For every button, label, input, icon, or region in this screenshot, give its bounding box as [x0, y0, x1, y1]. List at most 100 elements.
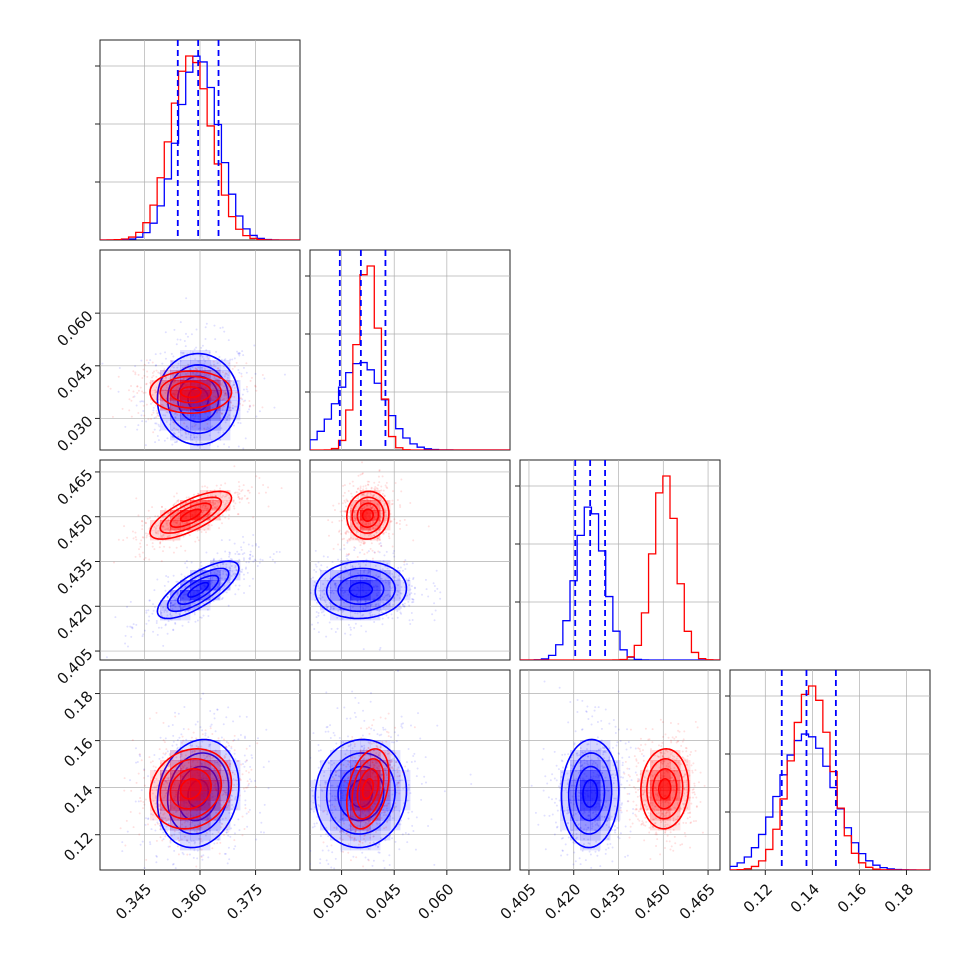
sample-point	[405, 578, 408, 581]
density-cell	[200, 750, 211, 761]
sample-point	[233, 507, 236, 510]
sample-point	[404, 559, 407, 562]
sample-point	[130, 626, 133, 629]
sample-point	[211, 384, 214, 387]
density-cell	[160, 400, 171, 411]
sample-point	[381, 568, 384, 571]
sample-point	[195, 869, 197, 870]
sample-point	[317, 796, 320, 799]
sample-point	[121, 841, 124, 844]
sample-point	[366, 493, 369, 496]
sample-point	[383, 504, 386, 507]
density-cell	[190, 800, 201, 811]
sample-point	[252, 404, 255, 407]
sample-point	[236, 491, 239, 494]
density-cell	[380, 600, 391, 611]
sample-point	[211, 596, 214, 599]
sample-point	[172, 629, 175, 632]
sample-point	[222, 780, 225, 783]
sample-point	[371, 578, 374, 581]
sample-point	[427, 525, 430, 528]
sample-point	[231, 558, 234, 561]
sample-point	[376, 539, 379, 542]
sample-point	[365, 577, 368, 580]
sample-point	[364, 568, 367, 571]
sample-point	[237, 369, 240, 372]
sample-point	[160, 626, 163, 629]
panel-frame	[309, 249, 511, 451]
sample-point	[326, 566, 329, 569]
sample-point	[212, 559, 215, 562]
sample-point	[179, 608, 182, 611]
sample-point	[241, 815, 244, 818]
sample-point	[117, 538, 120, 541]
sample-point	[181, 764, 184, 767]
sample-point	[383, 502, 386, 505]
sample-point	[212, 503, 215, 506]
density-cell	[200, 350, 211, 361]
sample-point	[405, 524, 408, 527]
sample-point	[352, 484, 355, 487]
sample-point	[159, 828, 162, 831]
sample-point	[196, 720, 199, 723]
sample-point	[238, 715, 241, 718]
sample-point	[242, 559, 245, 562]
sample-point	[137, 800, 140, 803]
sample-point	[366, 494, 369, 497]
sample-point	[199, 840, 202, 843]
sample-point	[128, 409, 131, 412]
sample-point	[378, 538, 381, 541]
sample-point	[334, 582, 337, 585]
sample-point	[228, 566, 231, 569]
sample-point	[223, 495, 226, 498]
sample-point	[197, 823, 200, 826]
sample-point	[301, 594, 303, 596]
sample-point	[225, 500, 228, 503]
sample-point	[397, 823, 400, 826]
density-cell	[380, 520, 391, 531]
sample-point	[210, 382, 213, 385]
sample-point	[166, 830, 169, 833]
sample-point	[248, 808, 251, 811]
density-cell	[160, 410, 171, 421]
sample-point	[223, 756, 226, 759]
sample-point	[405, 563, 408, 566]
sample-point	[237, 496, 240, 499]
sample-point	[172, 773, 175, 776]
sample-point	[185, 409, 188, 412]
sample-point	[436, 587, 439, 590]
sample-point	[170, 775, 173, 778]
sample-point	[123, 525, 126, 528]
sample-point	[119, 827, 122, 830]
sample-point	[204, 337, 207, 340]
sample-point	[180, 733, 183, 736]
sample-point	[208, 427, 211, 430]
sample-point	[326, 606, 329, 609]
sample-point	[169, 605, 172, 608]
density-cell	[350, 580, 361, 591]
sample-point	[163, 545, 166, 548]
sample-point	[216, 564, 219, 567]
sample-point	[225, 574, 228, 577]
sample-point	[233, 749, 236, 752]
sample-point	[221, 775, 224, 778]
sample-point	[197, 766, 200, 769]
sample-point	[387, 532, 390, 535]
density-cell	[160, 780, 171, 791]
sample-point	[315, 611, 318, 614]
sample-point	[188, 367, 191, 370]
sample-point	[220, 577, 223, 580]
sample-point	[330, 591, 333, 594]
sample-point	[165, 386, 168, 389]
sample-point	[135, 623, 138, 626]
sample-point	[389, 595, 392, 598]
sample-point	[147, 609, 150, 612]
sample-point	[193, 606, 196, 609]
sample-point	[256, 564, 259, 567]
sample-point	[199, 374, 202, 377]
sample-point	[254, 384, 257, 387]
sample-point	[157, 371, 160, 374]
sample-point	[155, 386, 158, 389]
sample-point	[368, 480, 371, 483]
sample-point	[357, 538, 360, 541]
